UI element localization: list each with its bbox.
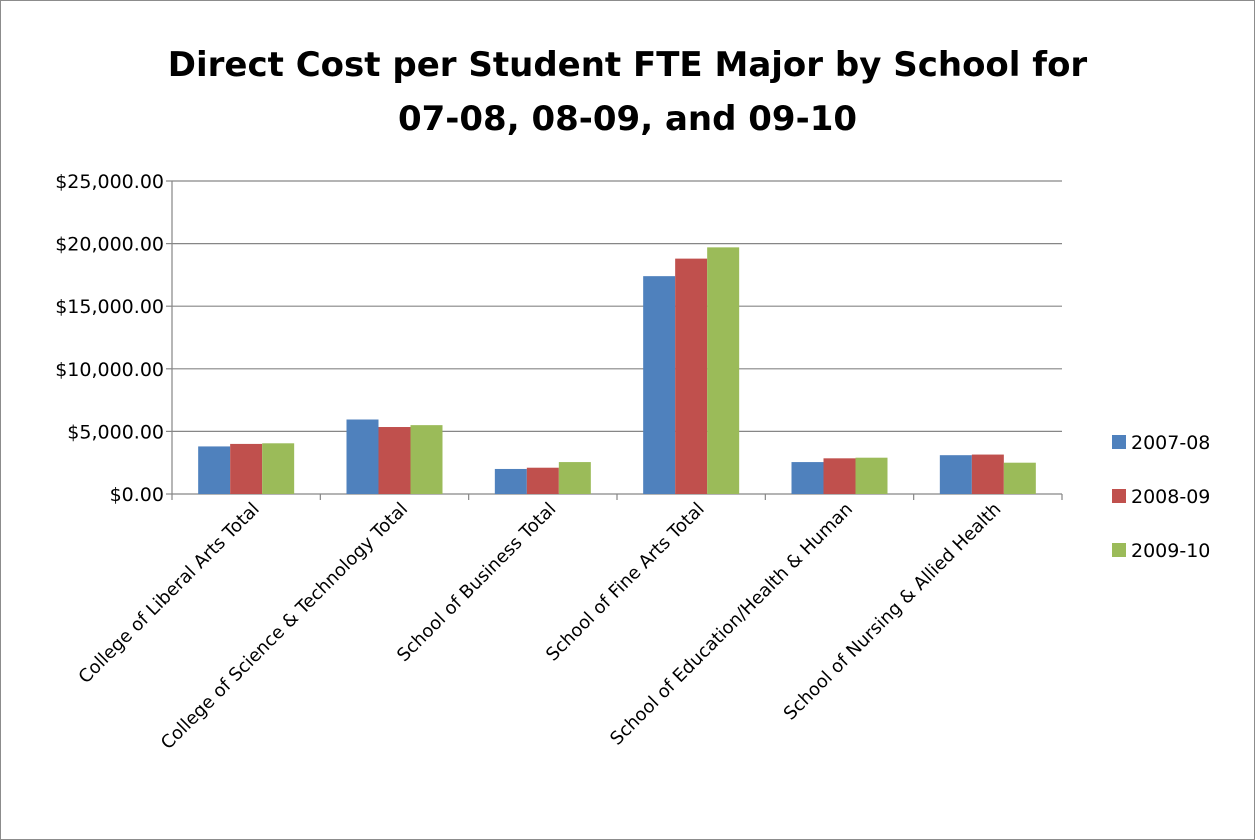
y-tick-label: $10,000.00 xyxy=(55,359,164,381)
chart-title-line-2: 07-08, 08-09, and 09-10 xyxy=(397,99,858,139)
x-category-label: School of Education/Health & Human xyxy=(606,499,857,750)
chart-title: Direct Cost per Student FTE Major by Sch… xyxy=(0,38,1255,146)
y-tick-labels: $0.00 $5,000.00 $10,000.00 $15,000.00 $20,00… xyxy=(55,171,164,506)
legend-label: 2009-10 xyxy=(1131,540,1210,562)
x-category-label: College of Science & Technology Total xyxy=(157,499,412,754)
bar xyxy=(675,258,708,494)
bar xyxy=(494,468,527,494)
legend-swatch xyxy=(1112,489,1126,503)
legend: 2007-08 2008-09 2009-10 xyxy=(1112,432,1210,562)
axes xyxy=(166,180,1063,500)
y-tick-label: $5,000.00 xyxy=(67,421,164,443)
x-category-label: School of Fine Arts Total xyxy=(542,499,709,666)
bar xyxy=(823,458,856,494)
y-tick-label: $20,000.00 xyxy=(55,234,164,256)
bar xyxy=(971,454,1004,494)
bar xyxy=(346,419,379,494)
x-category-label: School of Business Total xyxy=(393,499,560,666)
bar xyxy=(198,446,231,494)
bar xyxy=(378,427,411,494)
bar xyxy=(1003,462,1036,494)
bar xyxy=(939,455,972,494)
bar xyxy=(643,276,676,494)
legend-swatch xyxy=(1112,543,1126,557)
gridlines xyxy=(172,180,1062,432)
bar xyxy=(855,457,888,494)
bar xyxy=(262,443,295,494)
bars xyxy=(198,247,1036,494)
legend-label: 2008-09 xyxy=(1131,486,1210,508)
bar xyxy=(410,425,443,494)
bar xyxy=(526,467,559,494)
y-tick-label: $15,000.00 xyxy=(55,296,164,318)
chart-title-line-1: Direct Cost per Student FTE Major by Sch… xyxy=(167,45,1088,85)
bar xyxy=(707,247,740,494)
bar xyxy=(791,462,824,494)
bar xyxy=(230,443,263,494)
y-tick-label: $25,000.00 xyxy=(55,171,164,193)
bar xyxy=(558,462,591,494)
y-tick-label: $0.00 xyxy=(110,484,164,506)
legend-label: 2007-08 xyxy=(1131,432,1210,454)
legend-swatch xyxy=(1112,435,1126,449)
